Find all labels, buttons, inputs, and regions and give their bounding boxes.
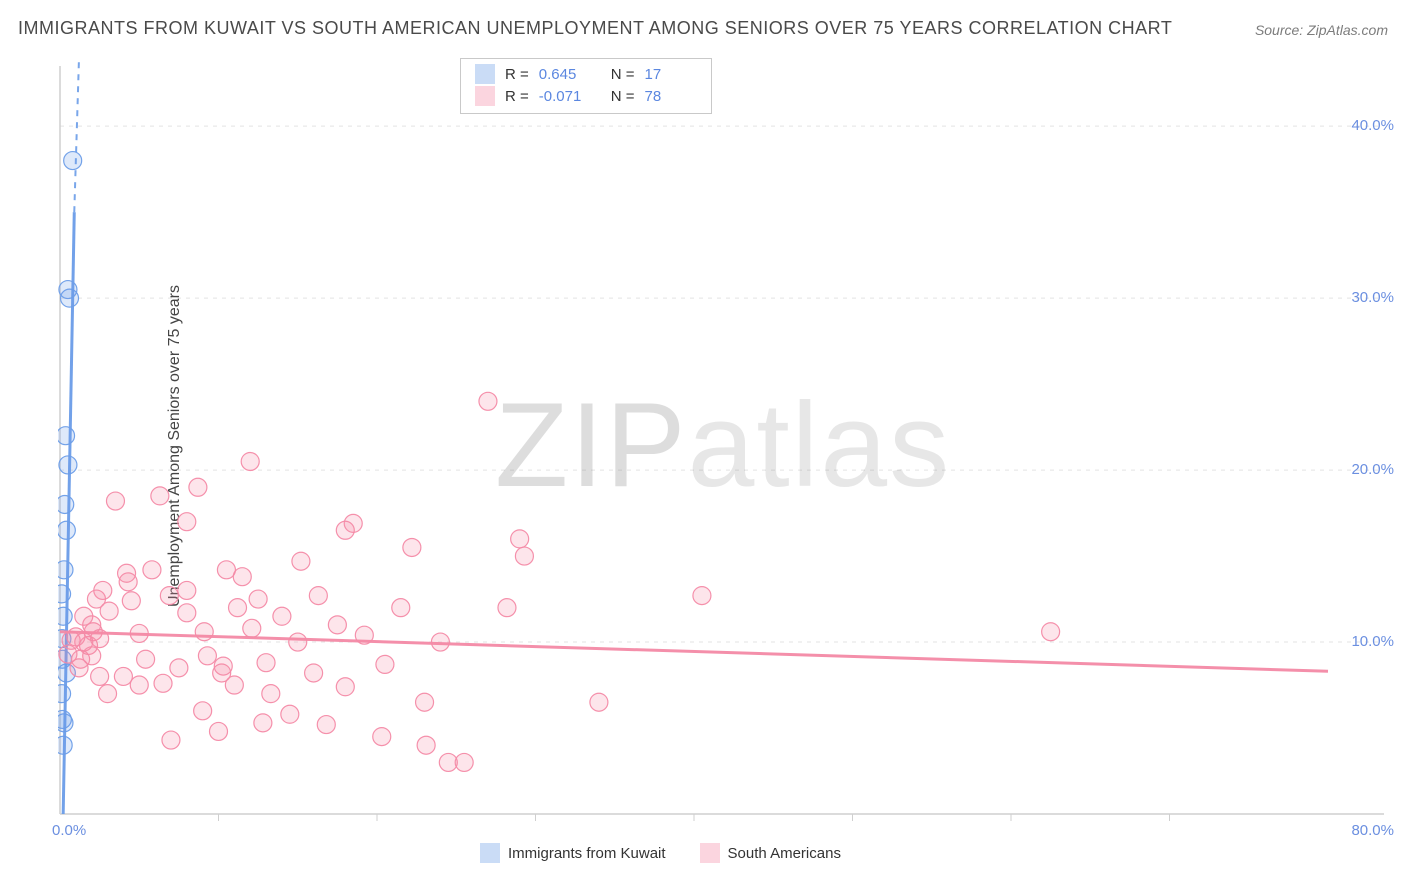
series-legend: Immigrants from Kuwait South Americans bbox=[480, 843, 841, 863]
legend-r-value: 0.645 bbox=[539, 66, 591, 83]
x-tick-label: 80.0% bbox=[1351, 822, 1394, 839]
legend-swatch bbox=[700, 843, 720, 863]
source-label: Source: ZipAtlas.com bbox=[1255, 22, 1388, 38]
legend-r-label: R = bbox=[505, 66, 529, 83]
x-tick-label: 0.0% bbox=[52, 822, 86, 839]
y-tick-label: 30.0% bbox=[1351, 289, 1394, 306]
y-tick-label: 40.0% bbox=[1351, 117, 1394, 134]
legend-n-value: 17 bbox=[645, 66, 697, 83]
plot-area: ZIPatlas bbox=[58, 56, 1388, 834]
legend-row: R = 0.645 N = 17 bbox=[475, 63, 697, 85]
legend-n-value: 78 bbox=[645, 88, 697, 105]
legend-r-value: -0.071 bbox=[539, 88, 591, 105]
series-legend-item: South Americans bbox=[700, 843, 841, 863]
legend-swatch bbox=[480, 843, 500, 863]
legend-swatch bbox=[475, 64, 495, 84]
legend-n-label: N = bbox=[611, 66, 635, 83]
chart-container: IMMIGRANTS FROM KUWAIT VS SOUTH AMERICAN… bbox=[0, 0, 1406, 892]
legend-n-label: N = bbox=[611, 88, 635, 105]
series-legend-item: Immigrants from Kuwait bbox=[480, 843, 666, 863]
chart-title: IMMIGRANTS FROM KUWAIT VS SOUTH AMERICAN… bbox=[18, 18, 1172, 39]
legend-row: R = -0.071 N = 78 bbox=[475, 85, 697, 107]
legend-swatch bbox=[475, 86, 495, 106]
series-legend-label: Immigrants from Kuwait bbox=[508, 845, 666, 862]
series-legend-label: South Americans bbox=[728, 845, 841, 862]
chart-svg bbox=[58, 56, 1388, 834]
y-tick-label: 10.0% bbox=[1351, 633, 1394, 650]
correlation-legend: R = 0.645 N = 17 R = -0.071 N = 78 bbox=[460, 58, 712, 114]
legend-r-label: R = bbox=[505, 88, 529, 105]
y-tick-label: 20.0% bbox=[1351, 461, 1394, 478]
